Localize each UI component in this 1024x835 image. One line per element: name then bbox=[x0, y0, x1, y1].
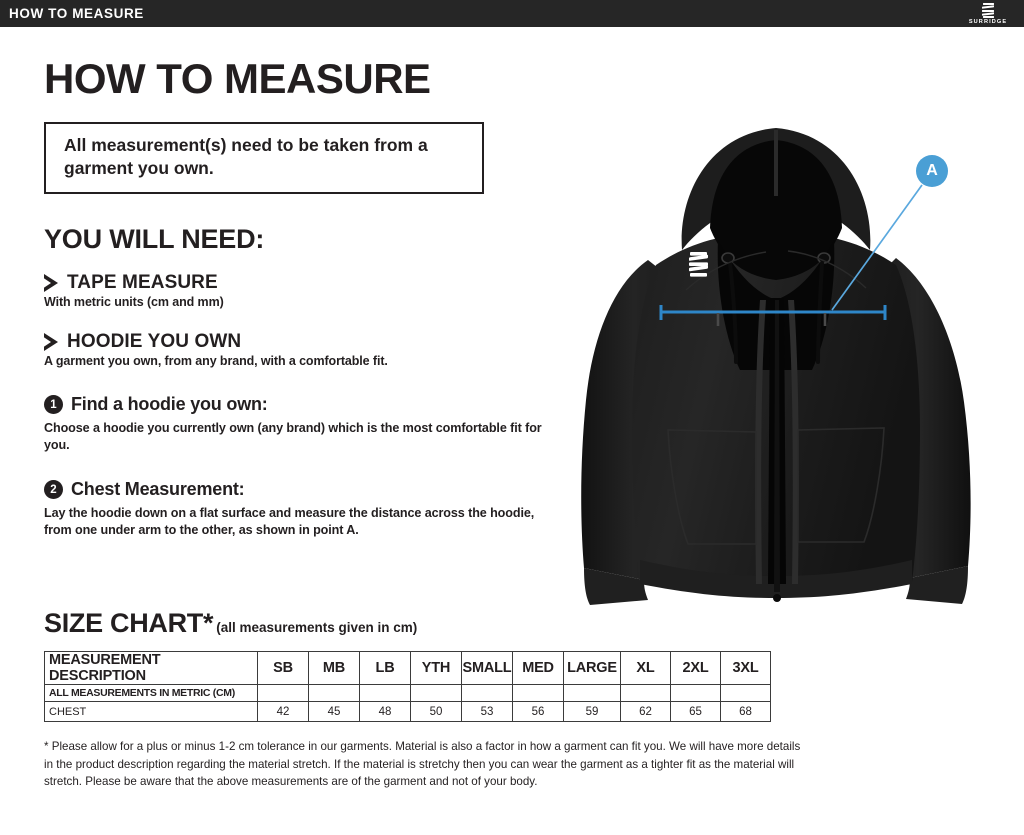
left-drawcord bbox=[728, 261, 738, 364]
triangle-bullet-icon bbox=[42, 333, 58, 351]
step-body: Lay the hoodie down on a flat surface an… bbox=[44, 506, 535, 537]
cell: 53 bbox=[461, 701, 513, 722]
col-small: SMALL bbox=[461, 651, 513, 685]
right-cuff bbox=[906, 566, 968, 604]
step-title: Chest Measurement: bbox=[71, 479, 245, 500]
surridge-wordmark: SURRIDGE bbox=[968, 18, 1008, 25]
cell bbox=[720, 684, 771, 702]
right-pocket bbox=[797, 427, 885, 543]
col-2xl: 2XL bbox=[670, 651, 721, 685]
need-title: TAPE MEASURE bbox=[67, 272, 218, 293]
need-subtitle: A garment you own, from any brand, with … bbox=[44, 354, 388, 368]
step-body: Choose a hoodie you currently own (any b… bbox=[44, 421, 542, 452]
marker-label: A bbox=[926, 162, 938, 179]
chest-logo-icon bbox=[689, 252, 708, 277]
need-item-tape-measure: TAPE MEASURE With metric units (cm and m… bbox=[42, 272, 564, 309]
col-large: LARGE bbox=[563, 651, 621, 685]
step-number-badge: 2 bbox=[44, 480, 63, 500]
need-title: HOODIE YOU OWN bbox=[67, 331, 242, 352]
col-yth: YTH bbox=[410, 651, 462, 685]
cell: 45 bbox=[308, 701, 360, 722]
left-shoulder-seam bbox=[685, 251, 767, 291]
triangle-bullet-icon bbox=[42, 274, 58, 292]
zipper-tape bbox=[774, 300, 780, 592]
table-header-row: MEASUREMENT DESCRIPTION SB MB LB YTH SMA… bbox=[44, 651, 771, 685]
surridge-s-icon bbox=[982, 2, 995, 19]
cell bbox=[461, 684, 513, 702]
right-placket bbox=[788, 300, 799, 584]
cell bbox=[359, 684, 411, 702]
cell bbox=[670, 684, 721, 702]
cell bbox=[620, 684, 671, 702]
size-chart-section: SIZE CHART* (all measurements given in c… bbox=[44, 608, 844, 722]
col-lb: LB bbox=[359, 651, 411, 685]
measure-point-a-marker: A bbox=[916, 155, 948, 187]
you-will-need-heading: YOU WILL NEED: bbox=[44, 224, 265, 254]
size-chart-subtitle: (all measurements given in cm) bbox=[216, 620, 418, 635]
cell: 62 bbox=[620, 701, 671, 722]
step-title: Find a hoodie you own: bbox=[71, 394, 268, 414]
cell bbox=[563, 684, 621, 702]
cell: 50 bbox=[410, 701, 462, 722]
need-item-hoodie: HOODIE YOU OWN A garment you own, from a… bbox=[42, 331, 564, 368]
callout-box: All measurement(s) need to be taken from… bbox=[44, 122, 484, 194]
callout-text: All measurement(s) need to be taken from… bbox=[64, 134, 428, 178]
size-chart-title: SIZE CHART* bbox=[44, 608, 214, 638]
table-row: CHEST 42 45 48 50 53 56 59 62 65 68 bbox=[44, 701, 771, 722]
col-measurement-description: MEASUREMENT DESCRIPTION bbox=[44, 651, 258, 685]
need-subtitle: With metric units (cm and mm) bbox=[44, 295, 224, 309]
hood-seam bbox=[774, 130, 778, 196]
cell: 42 bbox=[257, 701, 309, 722]
cell bbox=[308, 684, 360, 702]
cell: 48 bbox=[359, 701, 411, 722]
hoodie-illustration: A bbox=[560, 100, 1024, 610]
hoodie-graphic bbox=[581, 128, 971, 605]
size-chart-table: MEASUREMENT DESCRIPTION SB MB LB YTH SMA… bbox=[44, 651, 771, 722]
right-drawcord bbox=[816, 261, 824, 364]
hood-inner bbox=[710, 140, 842, 280]
cell: 59 bbox=[563, 701, 621, 722]
zipper-pull bbox=[773, 594, 781, 602]
footnote-text: * Please allow for a plus or minus 1-2 c… bbox=[44, 740, 801, 789]
page-title: HOW TO MEASURE bbox=[44, 55, 431, 102]
table-row: ALL MEASUREMENTS IN METRIC (CM) bbox=[44, 684, 771, 702]
top-bar-title: HOW TO MEASURE bbox=[9, 6, 144, 21]
row-label: CHEST bbox=[44, 701, 258, 722]
row-label: ALL MEASUREMENTS IN METRIC (CM) bbox=[44, 684, 258, 702]
step-2: 2 Chest Measurement: Lay the hoodie down… bbox=[44, 479, 564, 538]
cell bbox=[410, 684, 462, 702]
left-column: HOW TO MEASURE All measurement(s) need t… bbox=[42, 52, 564, 538]
cell bbox=[512, 684, 564, 702]
left-cuff bbox=[584, 568, 648, 605]
col-sb: SB bbox=[257, 651, 309, 685]
left-pocket bbox=[667, 429, 757, 545]
cell: 65 bbox=[670, 701, 721, 722]
right-eyelet bbox=[817, 252, 831, 264]
cell bbox=[257, 684, 309, 702]
col-mb: MB bbox=[308, 651, 360, 685]
step-number-badge: 1 bbox=[44, 395, 63, 414]
left-placket bbox=[755, 300, 766, 584]
size-chart-heading: SIZE CHART* (all measurements given in c… bbox=[44, 608, 844, 639]
cell: 68 bbox=[720, 701, 771, 722]
col-med: MED bbox=[512, 651, 564, 685]
cell: 56 bbox=[512, 701, 564, 722]
top-bar: HOW TO MEASURE SURRIDGE bbox=[0, 0, 1024, 27]
step-1: 1 Find a hoodie you own: Choose a hoodie… bbox=[44, 394, 564, 453]
col-3xl: 3XL bbox=[720, 651, 771, 685]
surridge-logo: SURRIDGE bbox=[961, 1, 1015, 26]
col-xl: XL bbox=[620, 651, 671, 685]
